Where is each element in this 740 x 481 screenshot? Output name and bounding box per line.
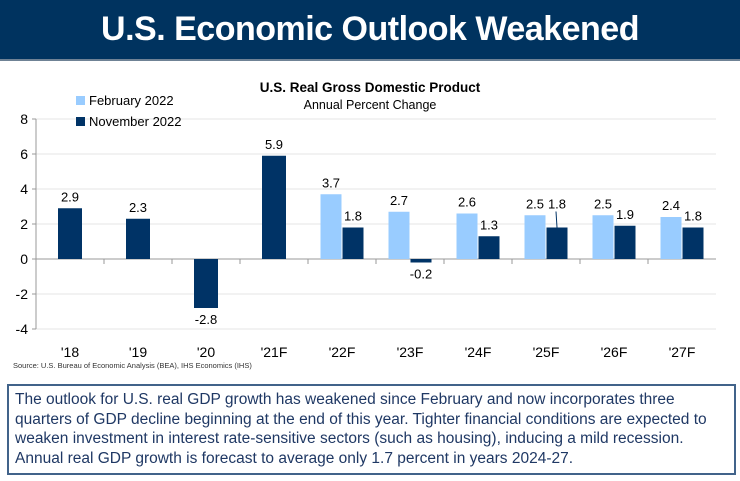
data-label: -0.2 [410,267,432,282]
data-label: 2.4 [662,198,680,213]
y-tick-label: 0 [20,251,28,267]
bar-february [660,217,682,259]
bar-february [592,215,614,259]
data-label: 2.9 [61,189,79,204]
bar-february [388,211,410,259]
leader-line [555,211,558,228]
bar-november [478,236,500,259]
x-tick-label: '27F [669,344,696,360]
gdp-bar-chart: U.S. Real Gross Domestic Product Annual … [13,80,716,370]
x-tick-label: '21F [261,344,288,360]
x-tick-label: '22F [329,344,356,360]
x-tick-label: '25F [533,344,560,360]
y-tick-label: -2 [16,286,29,302]
data-label: 1.9 [616,207,634,222]
data-label: 2.5 [526,196,544,211]
legend-swatch-november [76,117,85,126]
legend-label-november: November 2022 [89,114,182,129]
data-label: 1.8 [684,209,702,224]
y-tick-label: 8 [20,111,28,127]
legend-label-february: February 2022 [89,93,174,108]
bar-february [524,215,546,259]
data-label: 1.8 [548,197,566,212]
chart-title: U.S. Real Gross Domestic Product [260,80,481,95]
y-tick-label: -4 [16,321,29,337]
y-tick-label: 2 [20,216,28,232]
x-tick-label: '26F [601,344,628,360]
x-tick-label: '23F [397,344,424,360]
data-label: 5.9 [265,137,283,152]
data-label: 3.7 [322,175,340,190]
legend-swatch-february [76,96,85,105]
y-tick-label: 4 [20,181,28,197]
x-tick-label: '18 [61,344,79,360]
x-tick-label: '24F [465,344,492,360]
source-note: Source: U.S. Bureau of Economic Analysis… [13,361,252,370]
data-label: 2.3 [129,200,147,215]
data-label: 1.3 [480,217,498,232]
bar-november [262,155,286,259]
legend: February 2022 November 2022 [76,93,182,129]
data-label: 2.5 [594,196,612,211]
x-tick-label: '19 [129,344,147,360]
data-label: 2.7 [390,193,408,208]
title-banner: U.S. Economic Outlook Weakened [0,0,740,61]
x-tick-label: '20 [197,344,215,360]
bar-november [546,227,568,259]
chart-subtitle: Annual Percent Change [304,98,437,112]
bar-november [614,225,636,259]
bar-november [410,259,432,263]
bar-february [456,213,478,259]
bar-november [126,218,150,259]
page-title: U.S. Economic Outlook Weakened [101,10,639,48]
y-tick-label: 6 [20,146,28,162]
data-label: 2.6 [458,195,476,210]
data-label: 1.8 [344,209,362,224]
bar-november [194,259,218,308]
bar-november [342,227,364,259]
bar-november [58,208,82,259]
bar-february [320,194,342,259]
bar-november [682,227,704,259]
summary-text-box: The outlook for U.S. real GDP growth has… [7,384,736,475]
data-label: -2.8 [195,312,217,327]
